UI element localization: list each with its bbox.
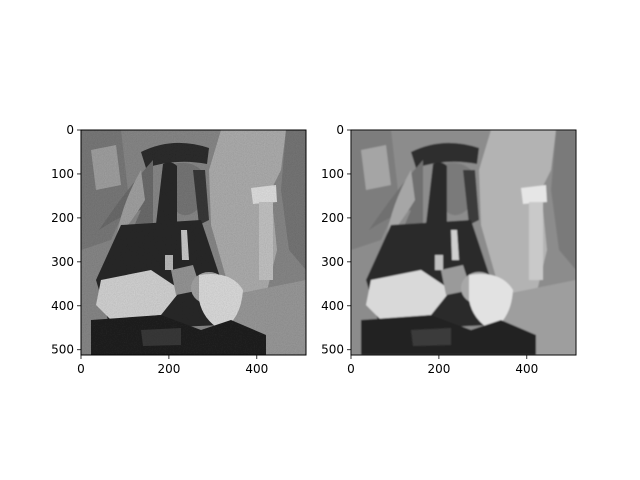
subplot-smoothed: 0 200 400 0 100 200 300 400 500: [321, 123, 577, 376]
image-original: [81, 130, 306, 355]
y-tick-label-left-2: 200: [51, 211, 74, 225]
x-tick-label-left-1: 200: [157, 362, 180, 376]
x-tick-label-right-1: 200: [427, 362, 450, 376]
axis-ticks-left: 0 200 400 0 100 200 300 400 500: [51, 123, 268, 376]
y-tick-label-right-2: 200: [321, 211, 344, 225]
y-tick-label-right-1: 100: [321, 167, 344, 181]
x-tick-label-left-0: 0: [77, 362, 85, 376]
y-tick-label-right-4: 400: [321, 299, 344, 313]
axes-frame-right: [350, 129, 577, 356]
y-tick-label-left-3: 300: [51, 255, 74, 269]
subplot-original: 0 200 400 0 100 200 300 400 500: [51, 123, 307, 376]
image-smoothed: [351, 130, 576, 355]
y-tick-label-left-1: 100: [51, 167, 74, 181]
x-tick-label-right-2: 400: [515, 362, 538, 376]
x-tick-label-right-0: 0: [347, 362, 355, 376]
axes-frame-left: [80, 129, 307, 356]
axis-ticks-right: 0 200 400 0 100 200 300 400 500: [321, 123, 538, 376]
y-tick-label-left-5: 500: [51, 343, 74, 357]
y-tick-label-right-3: 300: [321, 255, 344, 269]
y-tick-label-left-0: 0: [66, 123, 74, 137]
y-tick-label-left-4: 400: [51, 299, 74, 313]
y-tick-label-right-5: 500: [321, 343, 344, 357]
y-tick-label-right-0: 0: [336, 123, 344, 137]
x-tick-label-left-2: 400: [245, 362, 268, 376]
